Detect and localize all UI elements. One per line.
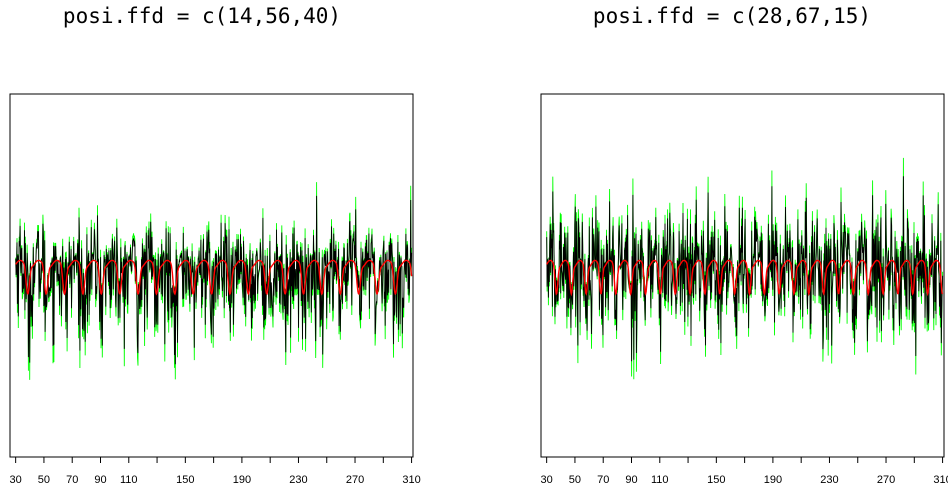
x-tick-label: 190 [764, 474, 782, 486]
plot-frame [540, 93, 945, 458]
x-axis: 30 50 70 90 110 150 190 230 270 310 [541, 457, 948, 486]
series-green-noise [15, 182, 413, 380]
x-tick-label: 110 [651, 474, 669, 486]
series-group [15, 182, 413, 380]
x-tick-label: 310 [933, 474, 948, 486]
x-tick-label: 30 [541, 474, 553, 486]
x-tick-label: 230 [820, 474, 838, 486]
series-red-mean [546, 259, 944, 297]
x-tick-label: 230 [289, 474, 307, 486]
x-tick-label: 30 [10, 474, 22, 486]
left-chart-title: posi.ffd = c(14,56,40) [62, 4, 342, 28]
plot-frame [9, 93, 414, 458]
x-tick-label: 70 [597, 474, 609, 486]
x-tick-label: 110 [120, 474, 138, 486]
x-tick-label: 90 [94, 474, 106, 486]
x-tick-label: 50 [38, 474, 50, 486]
x-tick-label: 270 [877, 474, 895, 486]
x-tick-label: 50 [569, 474, 581, 486]
x-tick-label: 310 [402, 474, 420, 486]
x-tick-label: 190 [233, 474, 251, 486]
x-tick-label: 70 [66, 474, 78, 486]
x-tick-label: 90 [625, 474, 637, 486]
series-group [546, 157, 944, 380]
series-black-noise [15, 195, 413, 365]
x-tick-label: 150 [707, 474, 725, 486]
series-red-mean [15, 259, 413, 296]
right-chart-title: posi.ffd = c(28,67,15) [592, 4, 872, 28]
x-axis: 30 50 70 90 110 150 190 230 270 310 [10, 457, 421, 486]
x-tick-label: 150 [176, 474, 194, 486]
left-chart-panel: posi.ffd = c(14,56,40) 30 50 70 90 110 150 190… [9, 4, 421, 486]
x-tick-label: 270 [346, 474, 364, 486]
right-chart-panel: posi.ffd = c(28,67,15) 30 50 70 90 110 150 190… [474, 0, 948, 493]
left-chart-svg: 30 50 70 90 110 150 190 230 270 310 [9, 93, 421, 486]
series-black-noise [546, 176, 944, 362]
right-chart-svg: 30 50 70 90 110 150 190 230 270 310 [540, 93, 948, 486]
